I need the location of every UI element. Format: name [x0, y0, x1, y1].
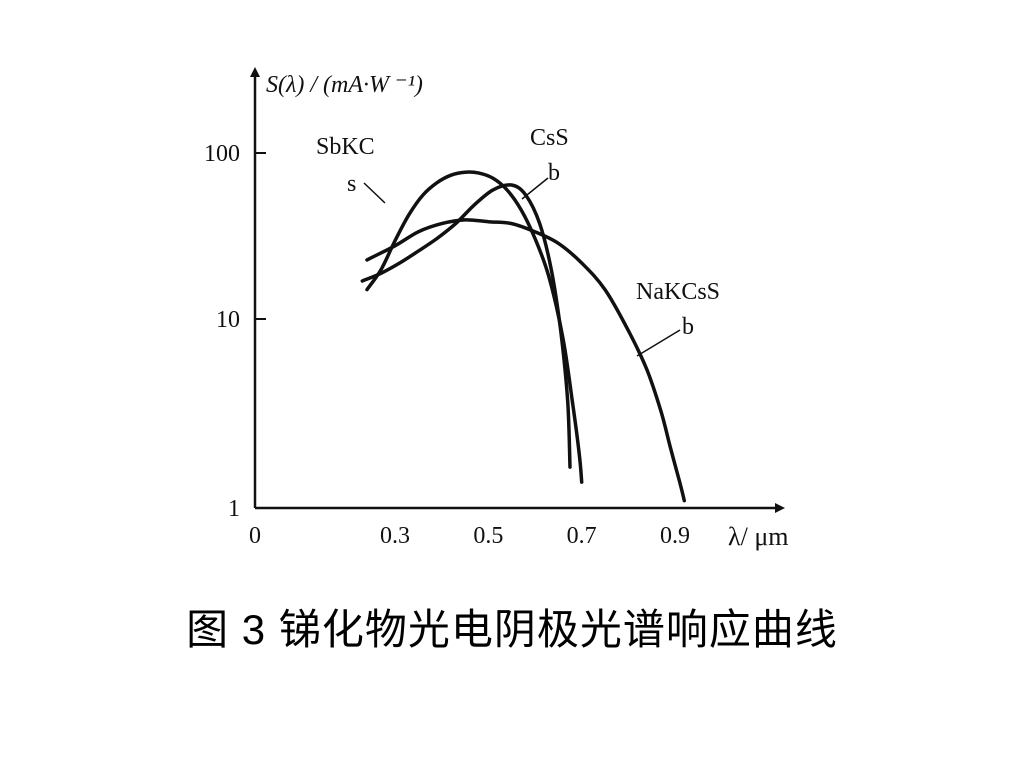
x-ticks: 0 0.3 0.5 0.7 0.9 [249, 523, 690, 549]
y-ticks: 1 10 100 [204, 141, 266, 522]
y-axis-label: S(λ) / (mA·W ⁻¹) [266, 72, 423, 98]
label-nakcss-name: NaKCsS [636, 279, 720, 305]
curve-nakcss-b [365, 218, 687, 503]
leader-css [521, 177, 549, 200]
label-sbkc-name: SbKC [316, 134, 375, 160]
x-tick-label-1: 0.3 [380, 523, 410, 549]
series-curves [360, 170, 687, 503]
series-labels: SbKC s CsS b NaKCsS b [316, 125, 720, 357]
label-css-name: CsS [530, 125, 569, 151]
label-sbkc-sub: s [347, 171, 356, 197]
label-nakcss-sub: b [682, 314, 694, 340]
x-tick-label-0: 0 [249, 523, 261, 549]
curve-css-b [360, 183, 572, 469]
x-tick-label-3: 0.7 [567, 523, 597, 549]
x-axis-label: λ/ μm [728, 522, 789, 551]
label-css-sub: b [548, 160, 560, 186]
figure-caption: 图 3 锑化物光电阴极光谱响应曲线 [186, 606, 838, 653]
y-tick-label-2: 100 [204, 141, 240, 167]
leader-sbkc [363, 182, 386, 204]
y-tick-label-0: 1 [228, 496, 240, 522]
leader-nakcss [636, 329, 681, 357]
spectral-response-chart: S(λ) / (mA·W ⁻¹) λ/ μm 1 10 100 0 0.3 0.… [204, 67, 789, 551]
x-tick-label-2: 0.5 [473, 523, 503, 549]
y-tick-label-1: 10 [216, 307, 240, 333]
x-tick-label-4: 0.9 [660, 523, 690, 549]
